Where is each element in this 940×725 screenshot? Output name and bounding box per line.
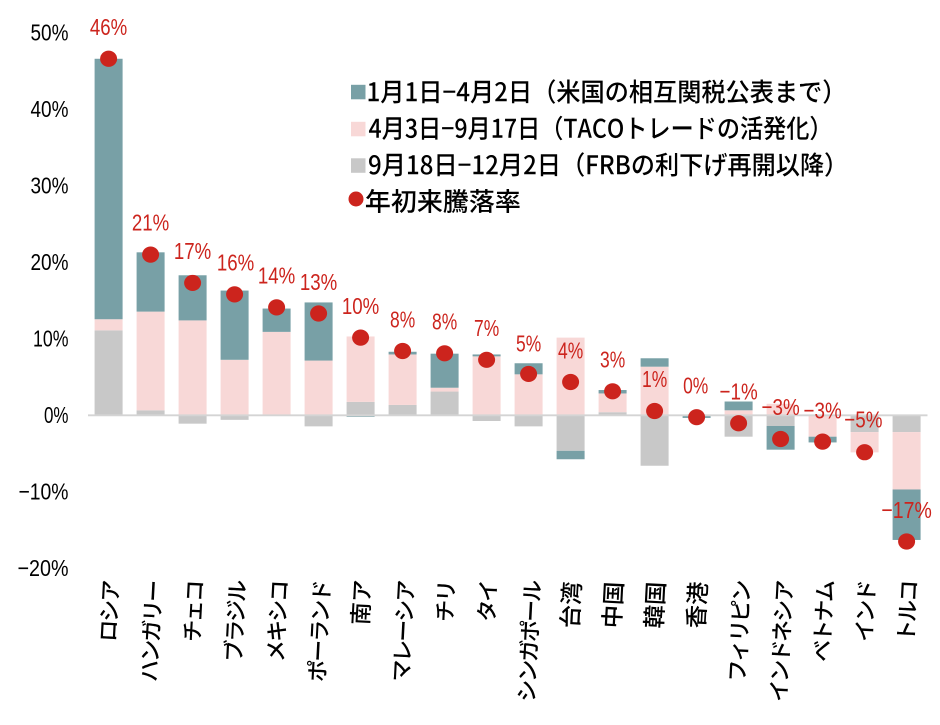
svg-text:10%: 10% <box>342 293 379 319</box>
svg-text:16%: 16% <box>217 250 254 276</box>
svg-text:4%: 4% <box>558 337 583 363</box>
svg-text:5%: 5% <box>516 330 541 356</box>
svg-text:20%: 20% <box>31 249 69 275</box>
svg-text:−17%: −17% <box>881 497 931 523</box>
svg-text:−3%: −3% <box>762 394 800 420</box>
svg-text:46%: 46% <box>90 14 127 40</box>
svg-text:0%: 0% <box>44 402 69 428</box>
svg-text:13%: 13% <box>300 269 337 295</box>
svg-text:10%: 10% <box>33 326 69 352</box>
svg-text:−5%: −5% <box>844 407 882 433</box>
svg-text:21%: 21% <box>132 209 169 235</box>
svg-text:14%: 14% <box>258 263 295 289</box>
svg-text:−10%: −10% <box>19 479 69 505</box>
svg-text:40%: 40% <box>31 96 69 122</box>
svg-text:3%: 3% <box>600 347 625 373</box>
svg-text:−20%: −20% <box>18 555 69 581</box>
svg-text:7%: 7% <box>474 315 499 341</box>
svg-text:8%: 8% <box>390 306 415 332</box>
svg-text:0%: 0% <box>683 373 708 399</box>
svg-text:50%: 50% <box>31 20 69 46</box>
svg-text:1%: 1% <box>642 366 667 392</box>
svg-text:−1%: −1% <box>720 379 758 405</box>
svg-text:−3%: −3% <box>804 397 842 423</box>
svg-text:8%: 8% <box>432 309 457 335</box>
svg-text:30%: 30% <box>31 173 69 199</box>
svg-text:17%: 17% <box>174 238 211 264</box>
